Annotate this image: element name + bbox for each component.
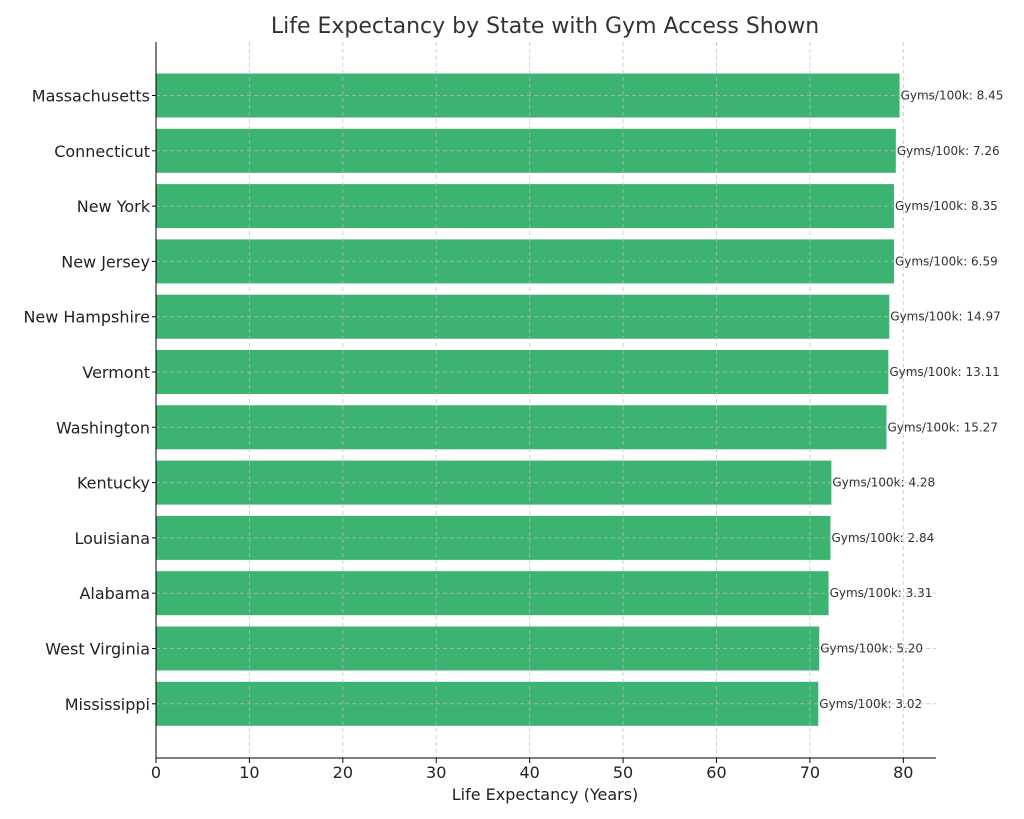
y-tick-label: Alabama xyxy=(79,584,150,603)
grid-layer xyxy=(156,42,936,758)
axes-layer xyxy=(152,42,936,763)
y-tick-label: Connecticut xyxy=(54,142,150,161)
x-tick-label: 80 xyxy=(893,763,913,782)
x-tick-label: 60 xyxy=(706,763,726,782)
x-tick-label: 70 xyxy=(800,763,820,782)
bar-annotation: Gyms/100k: 5.20 xyxy=(820,642,923,656)
y-tick-label: New Jersey xyxy=(61,252,150,271)
bar-annotation: Gyms/100k: 2.84 xyxy=(831,531,934,545)
y-tick-label: West Virginia xyxy=(45,640,150,659)
bar-annotation: Gyms/100k: 3.02 xyxy=(819,697,922,711)
y-tick-label: Vermont xyxy=(82,363,150,382)
x-tick-label: 10 xyxy=(239,763,259,782)
annotations-layer: Gyms/100k: 8.45 Gyms/100k: 7.26 Gyms/100k:… xyxy=(819,89,1003,711)
bar-annotation: Gyms/100k: 6.59 xyxy=(895,254,998,268)
x-tick-label: 30 xyxy=(426,763,446,782)
y-tick-label: Louisiana xyxy=(74,529,150,548)
chart-title: Life Expectancy by State with Gym Access… xyxy=(271,14,819,39)
y-tick-label: New Hampshire xyxy=(23,308,150,327)
y-tick-label: Mississippi xyxy=(65,695,150,714)
bar-annotation: Gyms/100k: 14.97 xyxy=(890,310,1000,324)
x-axis-label: Life Expectancy (Years) xyxy=(452,785,639,804)
bar-connecticut xyxy=(156,128,896,173)
bar-new-jersey xyxy=(156,239,894,284)
y-tick-label: New York xyxy=(77,197,151,216)
x-tick-label: 0 xyxy=(151,763,161,782)
bar-annotation: Gyms/100k: 8.45 xyxy=(901,89,1004,103)
bar-annotation: Gyms/100k: 4.28 xyxy=(832,476,935,490)
bar-new-york xyxy=(156,184,894,229)
y-tick-label: Kentucky xyxy=(77,474,150,493)
bar-annotation: Gyms/100k: 8.35 xyxy=(895,199,998,213)
bar-annotation: Gyms/100k: 3.31 xyxy=(830,586,933,600)
x-tick-label: 20 xyxy=(333,763,353,782)
y-tick-label: Massachusetts xyxy=(32,87,150,106)
bar-annotation: Gyms/100k: 13.11 xyxy=(889,365,999,379)
x-tick-label: 40 xyxy=(519,763,539,782)
y-tick-labels: Massachusetts Connecticut New York New Jers… xyxy=(23,87,150,714)
x-tick-labels: 0 10 20 30 40 50 60 70 80 xyxy=(151,763,914,782)
bars-layer xyxy=(156,73,900,726)
bar-annotation: Gyms/100k: 7.26 xyxy=(897,144,1000,158)
y-tick-label: Washington xyxy=(56,418,150,437)
x-tick-label: 50 xyxy=(613,763,633,782)
bar-annotation: Gyms/100k: 15.27 xyxy=(887,420,997,434)
